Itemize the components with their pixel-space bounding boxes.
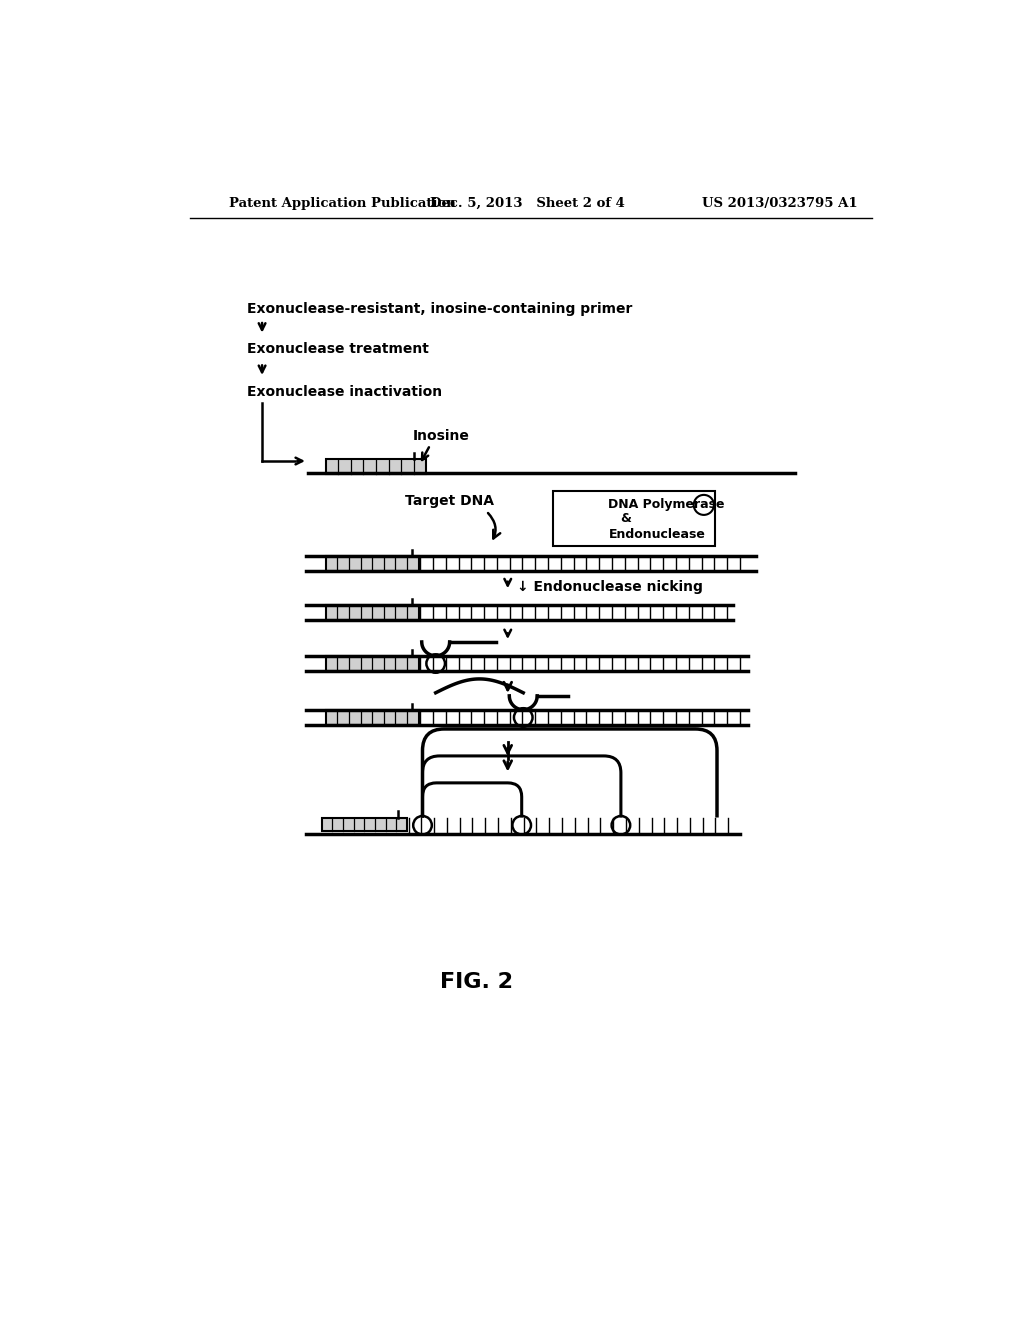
Circle shape	[426, 655, 445, 673]
Bar	[326, 605, 419, 620]
Circle shape	[514, 708, 532, 726]
Circle shape	[414, 816, 432, 834]
Circle shape	[512, 816, 531, 834]
Bar	[326, 710, 419, 725]
Bar	[326, 556, 419, 572]
Text: Endonuclease: Endonuclease	[608, 528, 706, 541]
Text: US 2013/0323795 A1: US 2013/0323795 A1	[701, 197, 857, 210]
Circle shape	[693, 495, 714, 515]
Text: Exonuclease inactivation: Exonuclease inactivation	[247, 384, 441, 399]
Text: Exonuclease-resistant, inosine-containing primer: Exonuclease-resistant, inosine-containin…	[247, 301, 632, 315]
Bar	[322, 817, 407, 832]
Text: FIG. 2: FIG. 2	[440, 973, 513, 993]
Text: Patent Application Publication: Patent Application Publication	[228, 197, 456, 210]
Text: ↓ Endonuclease nicking: ↓ Endonuclease nicking	[517, 579, 702, 594]
Text: DNA Polymerase: DNA Polymerase	[608, 499, 725, 511]
Text: Exonuclease treatment: Exonuclease treatment	[247, 342, 428, 356]
Text: Dec. 5, 2013   Sheet 2 of 4: Dec. 5, 2013 Sheet 2 of 4	[430, 197, 625, 210]
Text: Target DNA: Target DNA	[406, 494, 495, 508]
Bar	[326, 459, 426, 474]
Circle shape	[611, 816, 630, 834]
Text: Inosine: Inosine	[414, 429, 470, 442]
Text: &: &	[621, 512, 631, 525]
Bar	[326, 656, 419, 671]
Bar	[553, 491, 716, 546]
